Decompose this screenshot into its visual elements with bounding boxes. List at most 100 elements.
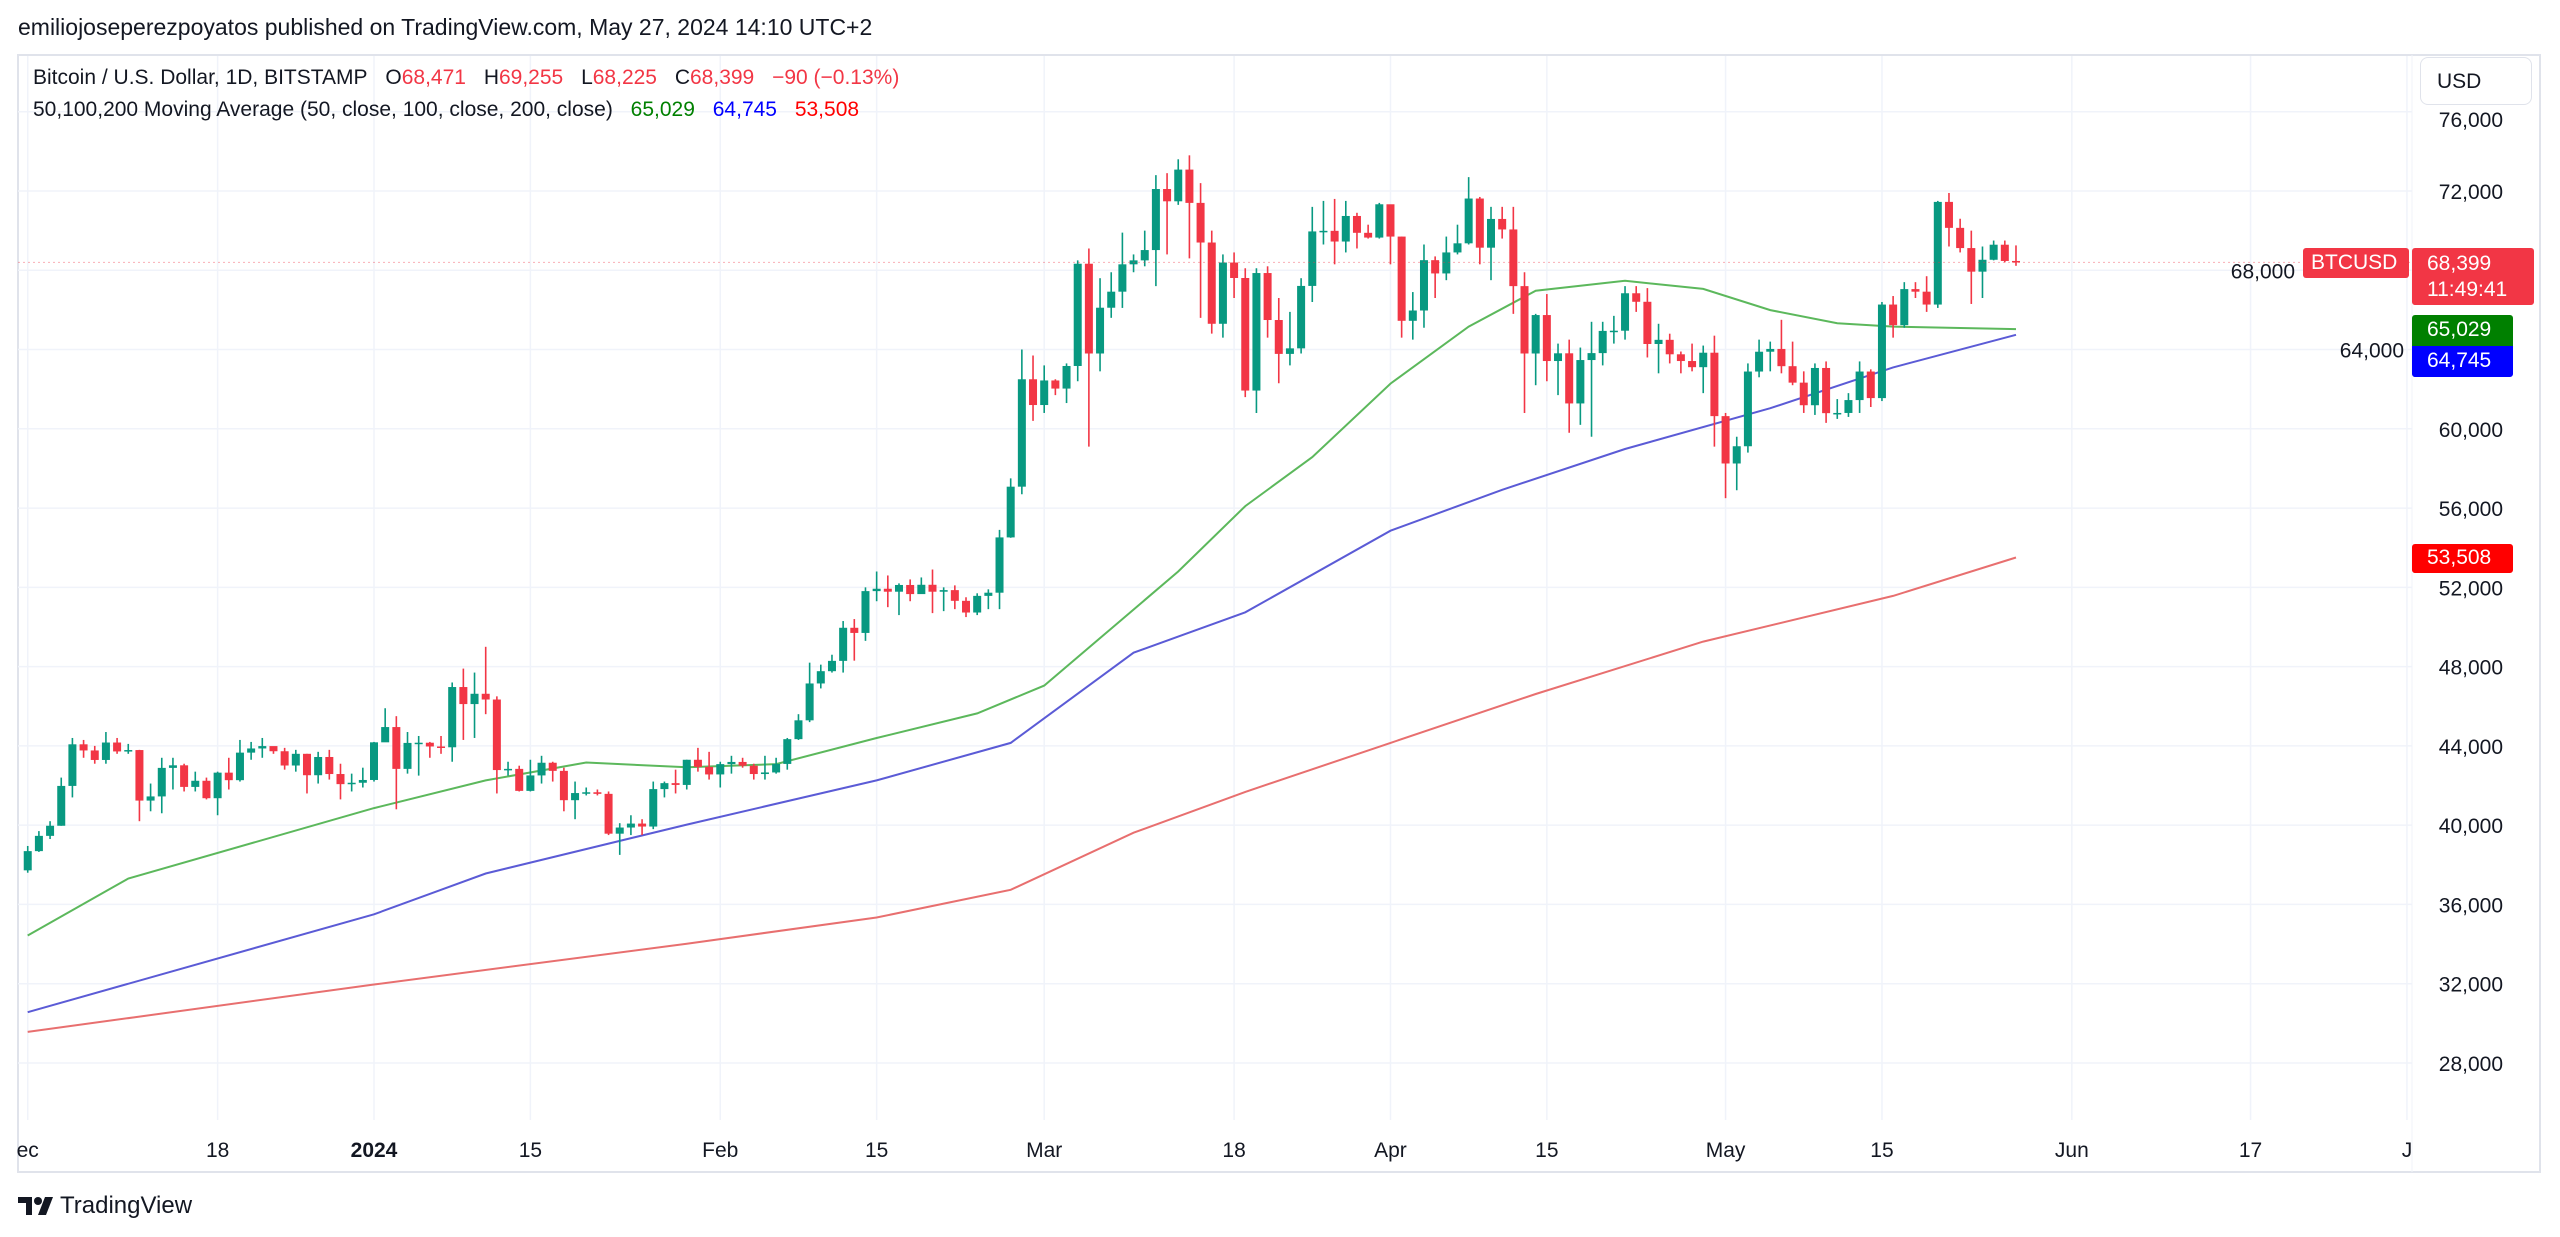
candle (1822, 361, 1831, 423)
candle-body (1196, 202, 1205, 243)
candle-body (1375, 204, 1384, 238)
price-axis[interactable]: 76,000 72,000 68,000 64,000 60,000 56,000 52,0… (2231, 109, 2503, 1076)
candle (827, 654, 836, 673)
candle-body (1252, 273, 1261, 391)
ma100-value: 64,745 (712, 98, 777, 121)
candle (805, 662, 814, 723)
currency-button[interactable]: USD (2420, 57, 2532, 105)
candle (1319, 200, 1328, 245)
candle-body (716, 764, 725, 775)
candle (90, 745, 99, 764)
candle (1230, 252, 1239, 299)
candle (1844, 393, 1853, 417)
candle (358, 767, 367, 788)
candle (101, 732, 110, 764)
candle (1386, 204, 1395, 265)
published-by-text: emiliojoseperezpoyatos published on Trad… (18, 14, 873, 40)
candle (1096, 278, 1105, 372)
candle (23, 845, 32, 873)
candle (638, 819, 647, 836)
time-axis-label: May (1706, 1139, 1746, 1162)
candle (1073, 260, 1082, 382)
candle (883, 575, 892, 608)
candle-body (1799, 382, 1808, 406)
ma-legend[interactable]: 50,100,200 Moving Average (50, close, 10… (33, 98, 859, 122)
candle (504, 761, 513, 776)
last-price: 68,399 (2427, 252, 2492, 275)
candle-body (124, 750, 133, 752)
candle (1654, 323, 1663, 374)
candle-body (1241, 277, 1250, 391)
candle (705, 751, 714, 780)
candle-body (1341, 215, 1350, 242)
candle-body (224, 772, 233, 781)
candle-body (883, 588, 892, 592)
time-axis-label: 17 (2239, 1139, 2262, 1162)
candle (794, 714, 803, 740)
candle (1688, 343, 1697, 372)
high-value: 69,255 (498, 66, 564, 89)
candle (1777, 319, 1786, 374)
candle (1263, 266, 1272, 338)
candle (1978, 246, 1987, 299)
tradingview-logo[interactable]: TradingView (18, 1192, 192, 1220)
candle (135, 749, 144, 822)
candle (1643, 288, 1652, 358)
candle-body (1933, 201, 1942, 305)
candle-body (414, 742, 423, 745)
candle-body (1520, 286, 1529, 354)
ma100-tag: 64,745 (2412, 346, 2513, 377)
symbol-legend[interactable]: Bitcoin / U.S. Dollar, 1D, BITSTAMP O68,… (33, 66, 899, 90)
candle (34, 831, 43, 852)
candle (79, 739, 88, 758)
candle-body (191, 780, 200, 787)
candle (46, 821, 55, 840)
candle (325, 749, 334, 780)
candle-body (1676, 354, 1685, 362)
candle (894, 583, 903, 616)
plot-area (18, 155, 2412, 1033)
price-axis-label: 44,000 (2439, 736, 2503, 759)
candle-body (582, 792, 591, 794)
candle-body (894, 584, 903, 592)
time-axis-label: 18 (206, 1139, 229, 1162)
candle-body (1866, 371, 1875, 399)
candle-body (2000, 244, 2009, 261)
candle (1341, 200, 1350, 253)
candle (917, 577, 926, 595)
price-axis-label: 40,000 (2439, 815, 2503, 838)
candle (660, 781, 669, 798)
candle-body (1598, 330, 1607, 354)
candle (727, 755, 736, 774)
candle-body (850, 627, 859, 633)
candle (425, 741, 434, 758)
candle (1710, 335, 1719, 447)
candle-body (682, 759, 691, 785)
candle (180, 763, 189, 792)
candle (816, 664, 825, 689)
candle (1889, 296, 1898, 338)
candle (1140, 230, 1149, 267)
candle (403, 732, 412, 774)
candle (1699, 345, 1708, 394)
candle-body (1743, 371, 1752, 447)
candle (1967, 230, 1976, 304)
candle (671, 769, 680, 794)
candle (258, 737, 267, 758)
candle-body (213, 772, 222, 799)
candle-body (448, 687, 457, 748)
candle-body (1498, 218, 1507, 230)
candle (928, 569, 937, 614)
candle (1933, 200, 1942, 308)
candle (1241, 268, 1250, 398)
ma-line-ma200 (27, 556, 2017, 1033)
candle-body (459, 687, 468, 705)
time-axis[interactable]: ec 18 2024 15 Feb 15 Mar 18 Apr 15 May 15 Jun 17 J (17, 1139, 2413, 1162)
candle (850, 619, 859, 661)
candle-body (1330, 230, 1339, 242)
candle (124, 743, 133, 754)
candle (1956, 218, 1965, 253)
candle-body (772, 763, 781, 773)
candle-body (1576, 360, 1585, 404)
